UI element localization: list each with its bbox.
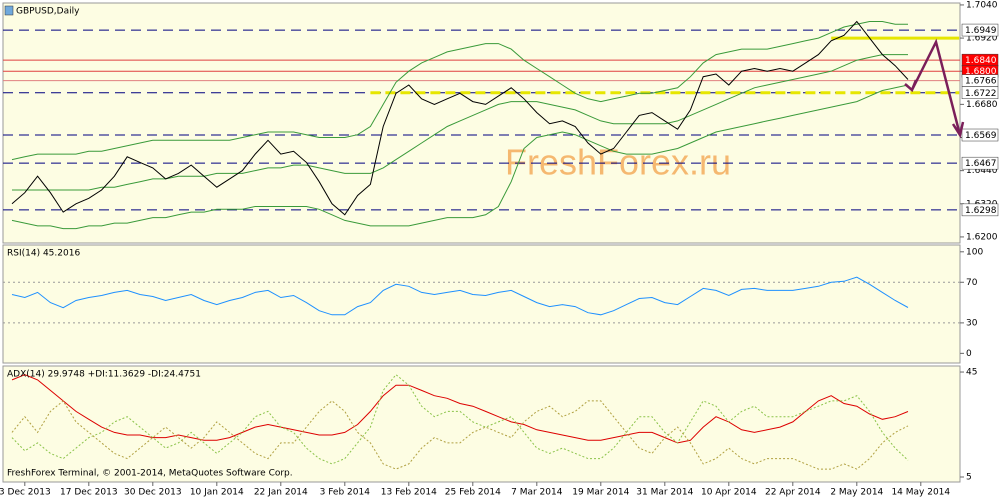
y-tick-label: 1.6920 xyxy=(966,34,998,44)
x-tick-label: 2 May 2014 xyxy=(830,488,883,498)
level-label: 1.6949 xyxy=(965,26,997,36)
level-box xyxy=(961,23,999,37)
x-tick-label: 17 Dec 2013 xyxy=(60,488,118,498)
x-tick-label: 30 Dec 2013 xyxy=(124,488,182,498)
panel-label: RSI(14) 45.2016 xyxy=(7,249,80,259)
level-box xyxy=(961,156,999,170)
level-box xyxy=(961,128,999,142)
level-label: 1.6722 xyxy=(965,89,997,99)
x-tick-label: 22 Jan 2014 xyxy=(254,488,308,498)
series-line xyxy=(11,21,908,161)
price-panel xyxy=(2,2,961,244)
x-tick-label: 13 Feb 2014 xyxy=(381,488,437,498)
y-tick-label: 5 xyxy=(966,473,972,483)
panel-label: GBPUSD,Daily xyxy=(16,7,80,17)
x-tick-label: 25 Feb 2014 xyxy=(445,488,501,498)
level-box xyxy=(961,203,999,217)
y-tick-label: 1.6200 xyxy=(966,232,998,242)
level-label: 1.6569 xyxy=(965,131,997,141)
level-label: 1.6298 xyxy=(965,206,997,216)
y-tick-label: 45 xyxy=(966,368,977,378)
forecast-arrow xyxy=(904,38,965,139)
x-tick-label: 3 Feb 2014 xyxy=(320,488,371,498)
series-line xyxy=(11,374,909,444)
x-tick-label: 7 Mar 2014 xyxy=(511,488,563,498)
y-tick-label: 100 xyxy=(966,247,983,257)
rsi-panel xyxy=(2,244,961,364)
level-label: 1.6840 xyxy=(965,56,997,66)
series-line xyxy=(11,84,909,230)
y-tick-label: 1.7040 xyxy=(966,0,998,10)
x-tick-label: 10 Jan 2014 xyxy=(190,488,244,498)
level-label: 1.6800 xyxy=(965,67,997,77)
x-tick-label: 19 Mar 2014 xyxy=(572,488,629,498)
x-tick-label: 10 Apr 2014 xyxy=(701,488,757,498)
y-tick-label: 70 xyxy=(966,278,978,288)
series-line xyxy=(11,276,909,316)
title-icon xyxy=(4,5,14,16)
series-line xyxy=(11,373,909,465)
x-tick-label: 3 Dec 2013 xyxy=(0,488,51,498)
footer: FreshForex Terminal, © 2001-2014, MetaQu… xyxy=(7,469,293,479)
adx-panel xyxy=(2,365,961,483)
y-tick-label: 0 xyxy=(966,349,972,359)
y-tick-label: 1.6440 xyxy=(966,166,998,176)
series-line xyxy=(11,400,909,470)
y-tick-label: 30 xyxy=(966,318,978,328)
level-label: 1.6766 xyxy=(965,77,997,87)
level-label: 1.6467 xyxy=(965,159,997,169)
panel-label: ADX(14) 29.9748 +DI:11.3629 -DI:24.4751 xyxy=(7,370,201,380)
y-tick-label: 1.6680 xyxy=(966,100,998,110)
series-line xyxy=(11,20,909,216)
x-tick-label: 31 Mar 2014 xyxy=(636,488,693,498)
x-tick-label: 14 May 2014 xyxy=(891,488,950,498)
series-line xyxy=(12,54,908,191)
x-tick-label: 22 Apr 2014 xyxy=(765,488,821,498)
level-box xyxy=(961,86,999,100)
watermark: FreshForex.ru xyxy=(505,142,731,183)
